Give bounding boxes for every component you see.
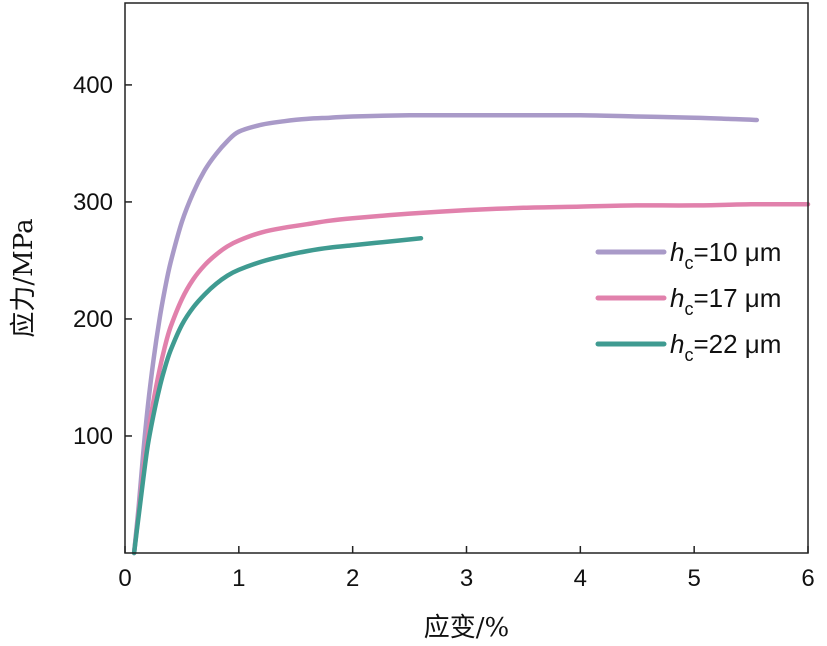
axis-ticks: 0 1 2 3 4 5 6 100 200 300 400 — [73, 72, 815, 592]
x-tick-label: 6 — [801, 565, 814, 592]
series-line-1 — [131, 112, 760, 556]
x-tick-label: 3 — [460, 565, 473, 592]
legend-label: hc=17 μm — [670, 283, 781, 319]
x-tick-label: 4 — [574, 565, 587, 592]
plot-lines — [131, 112, 811, 556]
y-axis-title: 应力/MPa — [9, 218, 39, 337]
x-tick-label: 5 — [687, 565, 700, 592]
legend: hc=10 μm hc=17 μm hc=22 μm — [595, 237, 781, 365]
legend-label: hc=22 μm — [670, 329, 781, 365]
y-tick-label: 300 — [73, 189, 113, 216]
x-axis-title: 应变/% — [424, 613, 509, 643]
x-tick-label: 2 — [346, 565, 359, 592]
y-tick-label: 400 — [73, 72, 113, 99]
x-tick-label: 0 — [118, 565, 131, 592]
y-tick-label: 200 — [73, 306, 113, 333]
x-tick-label: 1 — [232, 565, 245, 592]
series-line-2 — [131, 201, 811, 556]
series-line-3 — [131, 235, 424, 556]
legend-label: hc=10 μm — [670, 237, 781, 273]
y-tick-label: 100 — [73, 423, 113, 450]
